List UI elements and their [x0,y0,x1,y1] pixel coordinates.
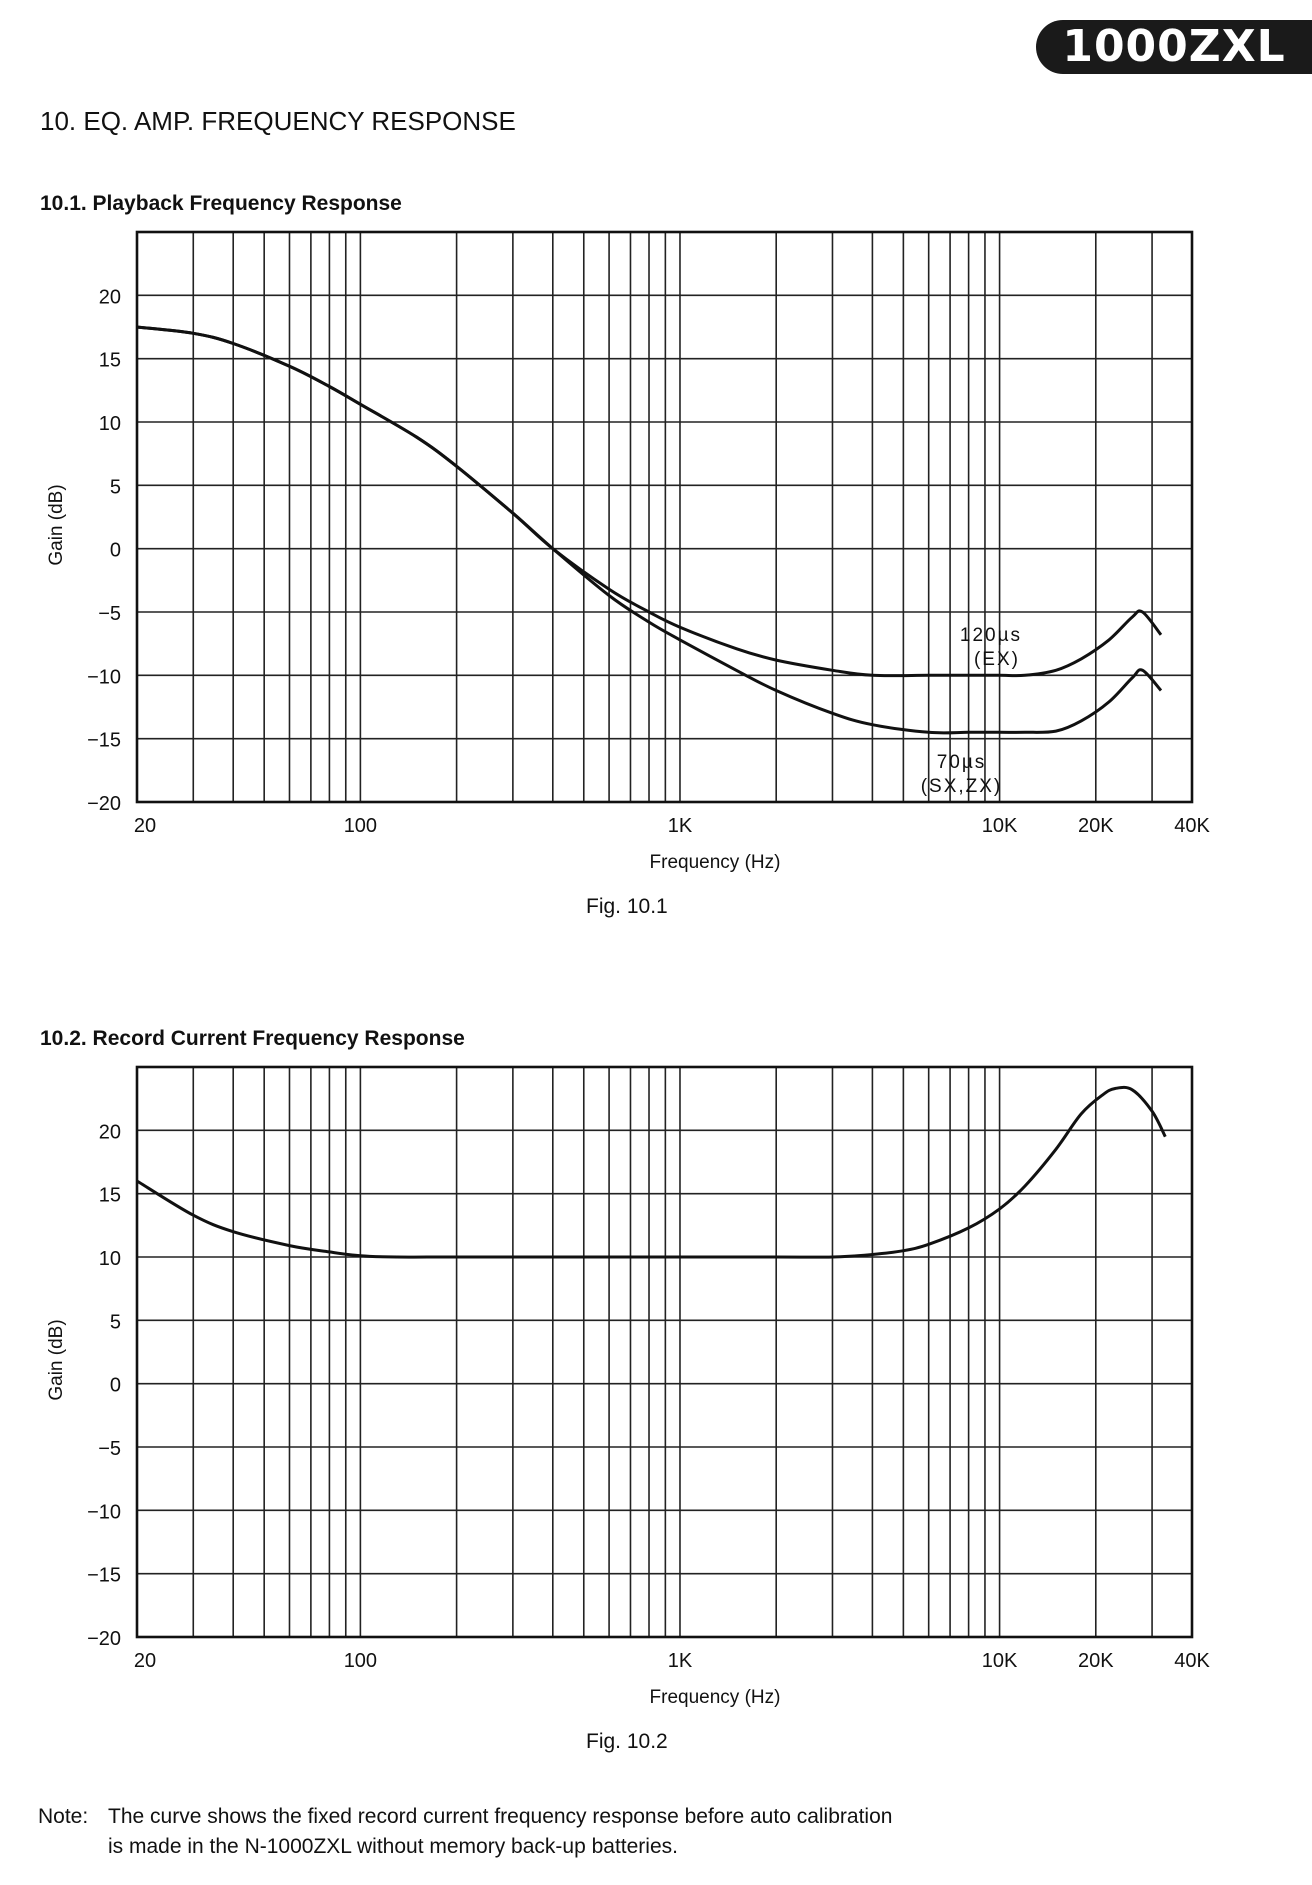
note-line-1: The curve shows the fixed record current… [108,1805,893,1828]
y-tick-label: −10 [87,1501,121,1523]
y-tick-label: 0 [110,1375,121,1397]
x-tick-label: 20 [134,1650,156,1672]
x-tick-label: 20K [1078,1650,1114,1672]
series-label: (EX) [974,649,1020,670]
x-tick-label: 1K [668,815,693,837]
x-axis-title: Frequency (Hz) [650,852,781,873]
y-tick-label: 0 [110,540,121,562]
x-tick-label: 20K [1078,815,1114,837]
y-tick-label: −5 [98,603,121,625]
y-tick-label: 10 [99,413,121,435]
y-tick-label: −20 [87,793,121,815]
y-tick-label: 15 [99,1185,121,1207]
model-badge: 1000ZXL [1036,20,1312,74]
x-tick-label: 1K [668,1650,693,1672]
note-label: Note: [38,1805,89,1828]
x-tick-label: 40K [1174,815,1210,837]
playback-frequency-response-chart: 20 15 10 5 0 −5 −10 −15 −20 20 100 1K 10K 20K 40K Frequ… [46,230,1210,873]
x-tick-label: 10K [982,815,1018,837]
x-axis-title: Frequency (Hz) [650,1687,781,1708]
fig1-caption: Fig. 10.1 [586,895,668,918]
x-tick-label: 100 [344,1650,377,1672]
record-current-frequency-response-chart: 20 15 10 5 0 −5 −10 −15 −20 20 100 1K 10K 20K 40K Frequ… [46,1065,1210,1708]
y-axis-title: Gain (dB) [46,1319,67,1400]
fig2-heading: 10.2. Record Current Frequency Response [40,1027,465,1050]
x-tick-label: 100 [344,815,377,837]
series-label: 70µs [937,752,987,773]
y-tick-label: 5 [110,1311,121,1333]
x-tick-label: 10K [982,1650,1018,1672]
section-title: 10. EQ. AMP. FREQUENCY RESPONSE [40,106,516,136]
y-axis-title: Gain (dB) [46,484,67,565]
note-line-2: is made in the N-1000ZXL without memory … [108,1835,678,1858]
x-tick-label: 20 [134,815,156,837]
y-tick-label: 10 [99,1248,121,1270]
y-tick-label: 15 [99,350,121,372]
plot-frame [135,1065,1194,1639]
y-tick-label: −20 [87,1628,121,1650]
fig2-caption: Fig. 10.2 [586,1730,668,1753]
y-tick-label: −15 [87,1565,121,1587]
y-tick-label: 20 [99,1121,121,1143]
plot-frame [135,230,1194,804]
y-tick-label: 5 [110,476,121,498]
x-tick-label: 40K [1174,1650,1210,1672]
series-line-2 [136,325,1163,735]
y-tick-label: 20 [99,286,121,308]
y-tick-label: −10 [87,666,121,688]
y-tick-label: −15 [87,730,121,752]
series-line-1 [136,1085,1167,1259]
fig1-heading: 10.1. Playback Frequency Response [40,192,402,215]
series-label: 120µs [960,625,1022,646]
y-tick-label: −5 [98,1438,121,1460]
series-label: (SX,ZX) [921,776,1003,797]
